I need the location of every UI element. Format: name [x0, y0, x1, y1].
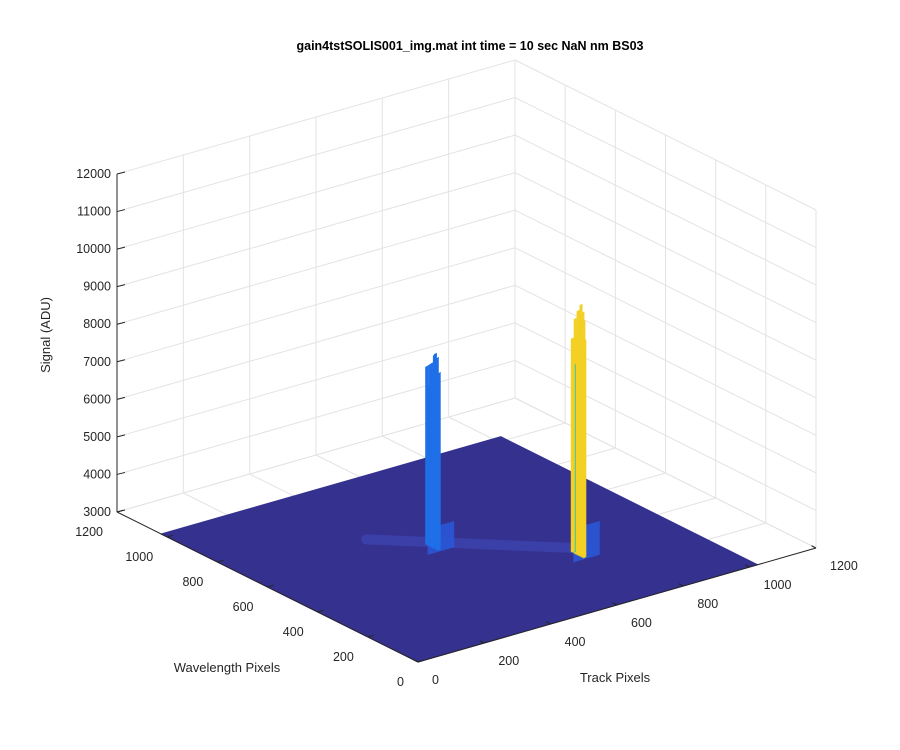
- y-tick-label: 600: [233, 600, 254, 614]
- z-tick-mark: [116, 209, 126, 213]
- x-tick-label: 0: [432, 673, 439, 687]
- z-tick-label: 9000: [83, 280, 111, 294]
- y-tick-mark: [167, 534, 174, 538]
- x-tick-mark: [545, 621, 551, 625]
- z-tick-mark: [116, 246, 126, 250]
- y-tick-mark: [417, 659, 425, 663]
- z-tick-label: 10000: [76, 242, 111, 256]
- z-tick-label: 3000: [83, 505, 111, 519]
- y-tick-mark: [217, 559, 224, 563]
- x-tick-mark: [479, 640, 485, 644]
- x-tick-mark: [811, 545, 817, 549]
- z-tick-label: 11000: [77, 205, 111, 219]
- y-axis-label: Wavelength Pixels: [174, 660, 281, 675]
- z-tick-label: 12000: [76, 167, 111, 181]
- z-tick-mark: [116, 434, 126, 438]
- z-tick-mark: [116, 284, 126, 288]
- z-tick-label: 5000: [83, 430, 111, 444]
- x-tick-label: 800: [697, 597, 718, 611]
- y-tick-label: 400: [283, 625, 304, 639]
- surface-peak-1: [425, 352, 455, 555]
- z-tick-mark: [116, 509, 126, 513]
- z-tick-label: 6000: [83, 392, 111, 406]
- surface-floor: [159, 436, 759, 663]
- y-tick-label: 1200: [75, 525, 103, 539]
- surface-peak-2: [570, 303, 600, 563]
- x-tick-label: 400: [565, 635, 586, 649]
- y-tick-label: 200: [333, 650, 354, 664]
- y-tick-label: 0: [397, 675, 404, 689]
- y-tick-label: 1000: [125, 550, 153, 564]
- z-tick-mark: [116, 471, 126, 475]
- z-axis-label: Signal (ADU): [38, 297, 53, 373]
- y-tick-mark: [367, 634, 374, 638]
- x-tick-mark: [744, 564, 750, 568]
- axis-layer: [116, 171, 817, 663]
- z-tick-label: 8000: [83, 317, 111, 331]
- x-tick-label: 1000: [764, 578, 792, 592]
- x-tick-mark: [413, 659, 419, 663]
- gridline-floor-y: [116, 397, 516, 513]
- peak-slice: [425, 365, 429, 545]
- z-tick-mark: [116, 359, 126, 363]
- y-tick-mark: [317, 609, 324, 613]
- peak-slice: [570, 337, 574, 553]
- surface-streak: [361, 534, 594, 554]
- chart-title: gain4tstSOLIS001_img.mat int time = 10 s…: [296, 39, 643, 53]
- z-tick-label: 4000: [83, 467, 111, 481]
- y-tick-mark: [267, 584, 274, 588]
- x-tick-label: 600: [631, 616, 652, 630]
- x-axis-label: Track Pixels: [580, 670, 651, 685]
- z-tick-label: 7000: [83, 355, 111, 369]
- x-tick-mark: [612, 602, 618, 606]
- y-tick-label: 800: [182, 575, 203, 589]
- tick-label-layer: 0200400600800100012000200400600800100012…: [75, 167, 858, 689]
- z-tick-mark: [116, 171, 126, 175]
- z-tick-mark: [116, 321, 126, 325]
- x-tick-label: 1200: [830, 559, 858, 573]
- x-tick-label: 200: [498, 654, 519, 668]
- x-tick-mark: [678, 583, 684, 587]
- z-tick-mark: [116, 396, 126, 400]
